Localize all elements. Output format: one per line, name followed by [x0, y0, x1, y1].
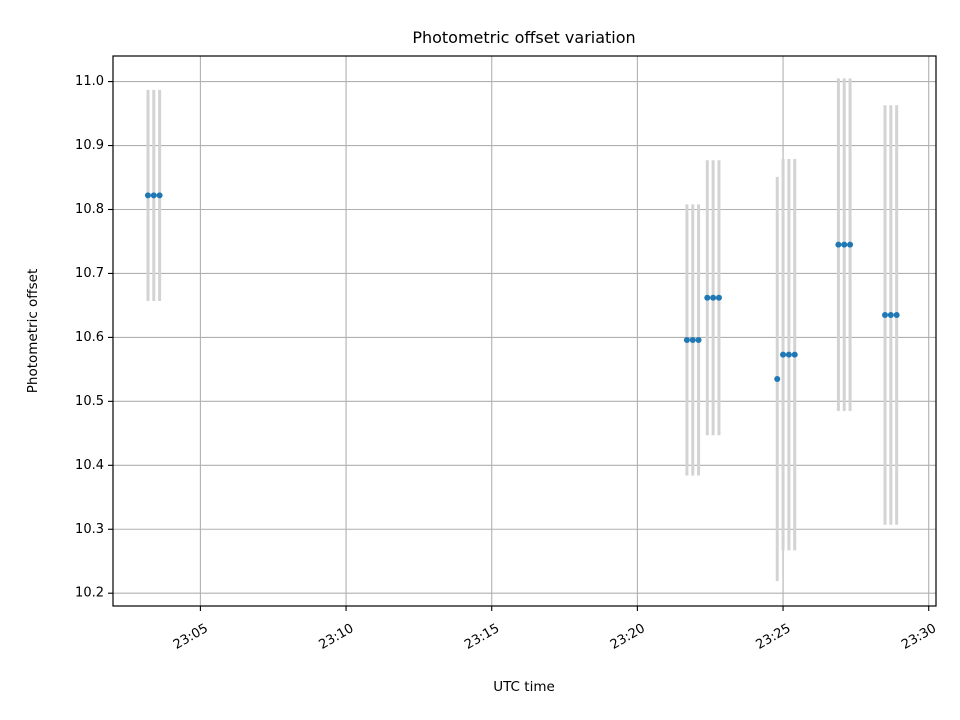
y-tick-label: 10.4	[75, 458, 104, 473]
data-point	[689, 336, 696, 343]
y-tick-label: 11.0	[75, 74, 104, 89]
data-point	[695, 336, 702, 343]
data-point	[847, 241, 854, 248]
y-tick-label: 10.3	[75, 522, 104, 537]
plot-frame	[112, 55, 937, 607]
data-point	[791, 351, 798, 358]
data-point	[774, 375, 781, 382]
data-point	[893, 312, 900, 319]
data-point	[780, 351, 787, 358]
chart-title: Photometric offset variation	[412, 28, 635, 47]
data-point	[150, 192, 157, 199]
y-tick-label: 10.5	[75, 394, 104, 409]
y-tick-label: 10.8	[75, 202, 104, 217]
y-tick-label: 10.6	[75, 330, 104, 345]
data-point	[144, 192, 151, 199]
data-point	[785, 351, 792, 358]
data-point	[887, 312, 894, 319]
data-point	[715, 294, 722, 301]
data-point	[710, 294, 717, 301]
data-point	[704, 294, 711, 301]
y-tick-label: 10.7	[75, 266, 104, 281]
y-tick-label: 10.2	[75, 586, 104, 601]
data-point	[156, 192, 163, 199]
y-tick-label: 10.9	[75, 138, 104, 153]
data-point	[841, 241, 848, 248]
y-axis-label: Photometric offset	[25, 269, 41, 393]
y-axis: 10.2 10.3 10.4 10.5 10.6 10.7 10.8 10.9 11.0	[75, 74, 113, 601]
data-point	[882, 312, 889, 319]
data-point	[683, 336, 690, 343]
x-axis-label: UTC time	[493, 679, 555, 695]
data-points	[144, 192, 900, 382]
data-point	[835, 241, 842, 248]
